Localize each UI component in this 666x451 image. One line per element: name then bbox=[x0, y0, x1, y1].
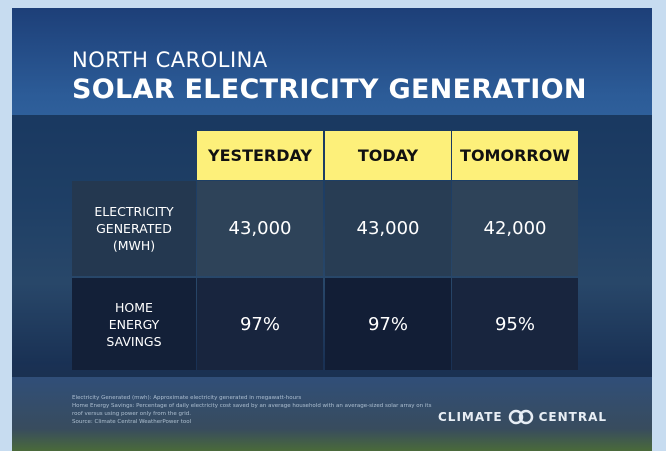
table-cell: 97% bbox=[197, 278, 323, 370]
logo-mark bbox=[507, 409, 535, 425]
title-line1: NORTH CAROLINA bbox=[72, 48, 268, 72]
logo-text: CENTRAL bbox=[539, 410, 607, 424]
logo: CLIMATE CENTRAL bbox=[438, 409, 607, 425]
table-cell: 42,000 bbox=[452, 181, 578, 276]
footnote: Home Energy Savings: Percentage of daily… bbox=[72, 402, 432, 418]
infographic: NORTH CAROLINA SOLAR ELECTRICITY GENERAT… bbox=[12, 8, 652, 451]
title-line2: SOLAR ELECTRICITY GENERATION bbox=[72, 74, 587, 105]
table-cell: 43,000 bbox=[197, 181, 323, 276]
column-header: TOMORROW bbox=[452, 131, 578, 180]
table-cell: 43,000 bbox=[325, 181, 451, 276]
column-header: YESTERDAY bbox=[197, 131, 323, 180]
footnote: Electricity Generated (mwh): Approximate… bbox=[72, 394, 432, 402]
logo-text: CLIMATE bbox=[438, 410, 503, 424]
column-header: TODAY bbox=[325, 131, 451, 180]
row-label: HOME ENERGY SAVINGS bbox=[72, 278, 196, 370]
table-cell: 95% bbox=[452, 278, 578, 370]
table-cell: 97% bbox=[325, 278, 451, 370]
footnote: Source: Climate Central WeatherPower too… bbox=[72, 418, 432, 426]
row-label: ELECTRICITY GENERATED (MWH) bbox=[72, 181, 196, 276]
footnotes: Electricity Generated (mwh): Approximate… bbox=[72, 394, 432, 426]
